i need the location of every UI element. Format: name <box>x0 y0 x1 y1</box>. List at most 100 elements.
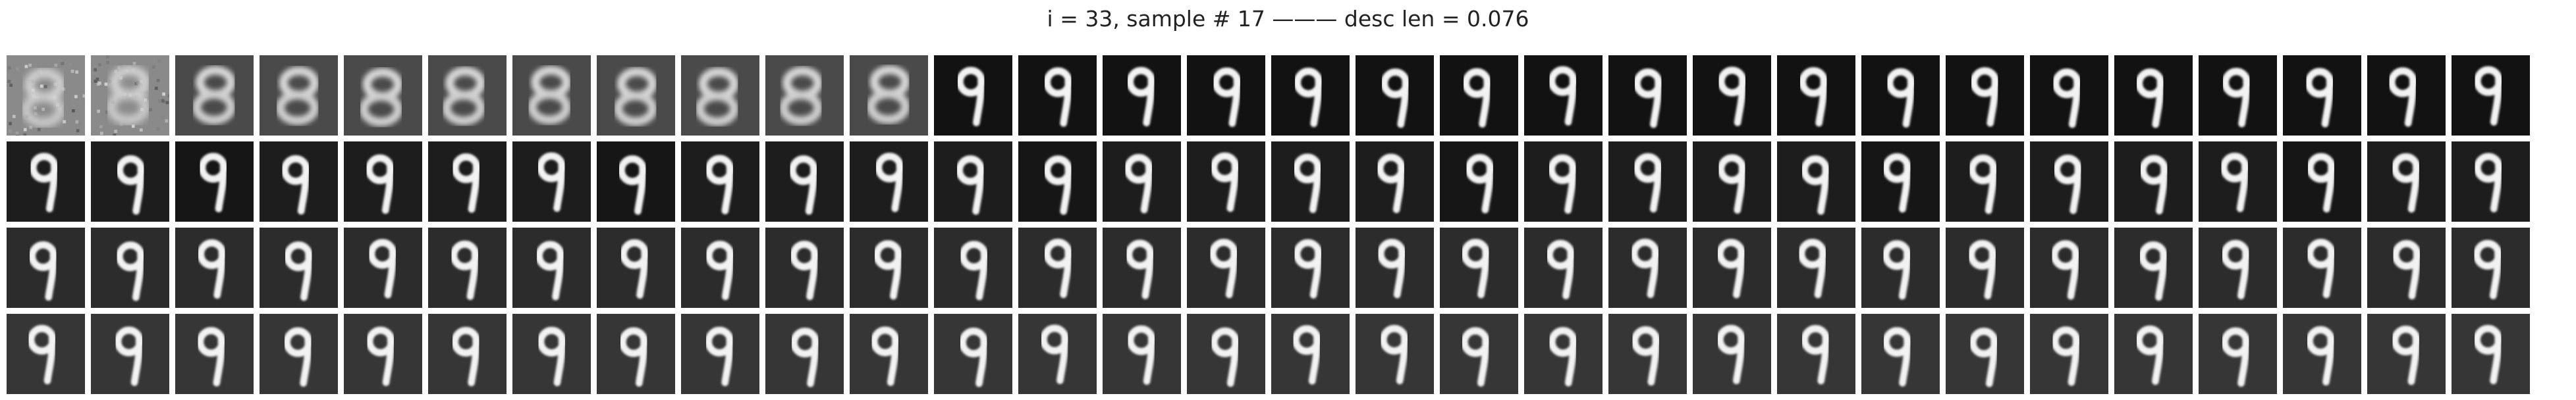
noise-speck <box>94 76 97 79</box>
digit-nine <box>1126 325 1156 385</box>
digit-panel <box>1946 141 2024 222</box>
noise-speck <box>16 67 19 71</box>
noise-speck <box>13 69 16 73</box>
digit-image <box>1377 239 1406 299</box>
digit-image <box>284 241 314 301</box>
digit-nine <box>620 239 649 299</box>
digit-nine <box>873 240 903 300</box>
digit-panel <box>765 141 844 222</box>
digit-nine <box>705 240 734 301</box>
digit-nine <box>1381 68 1410 128</box>
digit-image <box>1631 326 1660 386</box>
noise-speck <box>149 108 152 112</box>
digit-nine <box>1043 67 1073 127</box>
digit-image <box>451 326 481 387</box>
digit-panel <box>2283 141 2361 222</box>
noise-speck <box>146 125 150 129</box>
noise-speck <box>40 84 43 88</box>
digit-panel <box>428 228 507 308</box>
digit-panel <box>428 141 507 222</box>
digit-image <box>535 241 565 301</box>
digit-panel <box>850 314 928 394</box>
digit-panel <box>2283 314 2361 394</box>
digit-panel <box>2199 55 2277 136</box>
digit-panel <box>1356 55 1434 136</box>
digit-image <box>695 67 739 126</box>
noise-speck <box>24 64 28 68</box>
digit-image <box>1797 239 1827 299</box>
noise-speck <box>94 79 97 83</box>
digit-image <box>2053 154 2083 214</box>
digit-panel <box>2114 228 2193 308</box>
digit-panel <box>512 55 591 136</box>
digit-panel <box>1018 141 1097 222</box>
digit-nine <box>2392 239 2421 300</box>
digit-nine <box>1969 328 1998 388</box>
digit-nine <box>2473 66 2503 126</box>
digit-nine <box>197 239 227 299</box>
digit-image <box>197 239 227 299</box>
blurred-digit <box>106 66 150 125</box>
digit-nine <box>790 328 820 388</box>
digit-panel <box>344 314 422 394</box>
digit-panel <box>175 314 254 394</box>
digit-nine <box>28 241 58 301</box>
noise-speck <box>54 63 58 67</box>
digit-panel <box>597 141 675 222</box>
digit-nine <box>535 241 565 301</box>
digit-panel <box>681 228 759 308</box>
digit-image <box>7 62 85 136</box>
noise-speck <box>154 86 158 90</box>
noise-speck <box>162 92 165 96</box>
digit-image <box>1461 327 1491 387</box>
digit-image <box>959 241 989 301</box>
digit-nine <box>2473 239 2502 299</box>
digit-panel <box>765 55 844 136</box>
digit-nine <box>368 239 397 299</box>
digit-nine <box>1882 327 1912 387</box>
noise-speck <box>106 61 109 64</box>
noise-speck <box>161 99 165 103</box>
noise-speck <box>165 101 169 105</box>
noise-speck <box>145 93 149 97</box>
digit-image <box>2305 68 2334 128</box>
blurred-digit <box>866 65 910 124</box>
noise-speck <box>106 55 109 59</box>
digit-image <box>956 155 985 215</box>
digit-image <box>1882 327 1912 387</box>
digit-image <box>614 67 657 126</box>
digit-nine <box>618 155 647 215</box>
digit-image <box>2052 68 2081 128</box>
digit-panel <box>1018 228 1097 308</box>
digit-nine <box>1462 68 1492 128</box>
digit-panel <box>934 141 1012 222</box>
digit-panel <box>1440 55 1518 136</box>
digit-nine <box>1886 68 1915 128</box>
digit-panel <box>1187 314 1265 394</box>
digit-image <box>1212 67 1242 127</box>
digit-image <box>2220 153 2249 213</box>
noise-speck <box>132 62 136 65</box>
digit-panel <box>2199 228 2277 308</box>
digit-nine <box>2220 153 2249 213</box>
digit-panel <box>512 228 591 308</box>
noise-speck <box>165 90 169 94</box>
digit-nine <box>2050 240 2080 300</box>
digit-image <box>283 327 313 387</box>
noise-speck <box>94 68 97 72</box>
digit-panel <box>1946 314 2024 394</box>
digit-nine <box>1293 239 1323 299</box>
blurred-digit <box>779 66 823 126</box>
digit-panel <box>260 55 338 136</box>
digit-nine <box>870 326 900 386</box>
digit-panel <box>1777 55 1855 136</box>
digit-image <box>705 240 734 301</box>
digit-panel <box>175 141 254 222</box>
digit-image <box>1633 153 1662 213</box>
noise-speck <box>111 70 115 74</box>
digit-image <box>528 66 571 125</box>
digit-nine <box>537 326 566 387</box>
digit-panel <box>91 228 169 308</box>
digit-nine <box>1212 67 1242 127</box>
